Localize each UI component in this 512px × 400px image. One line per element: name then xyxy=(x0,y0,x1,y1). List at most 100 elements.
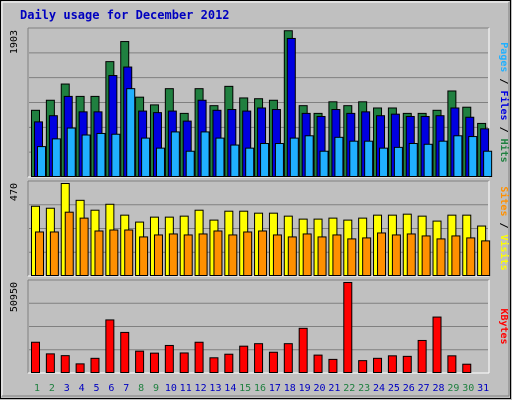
bar-pages-day-23 xyxy=(364,140,374,177)
bar-kbytes-day-30 xyxy=(462,363,472,373)
x-tick-label-day-14: 14 xyxy=(224,383,236,394)
bar-sites-day-11 xyxy=(183,234,193,276)
x-tick-label-day-5: 5 xyxy=(93,383,99,394)
series-pages xyxy=(37,88,493,178)
bar-kbytes-day-20 xyxy=(313,354,323,374)
x-tick-label-day-27: 27 xyxy=(418,383,430,394)
bar-pages-day-28 xyxy=(438,140,448,177)
legend-pages-files-hits-part-0: Pages xyxy=(498,42,509,72)
bar-kbytes-day-3 xyxy=(60,355,70,373)
x-tick-label-day-7: 7 xyxy=(123,383,129,394)
bar-sites-day-19 xyxy=(302,233,312,276)
bar-pages-day-6 xyxy=(111,133,121,178)
bar-pages-day-21 xyxy=(334,136,344,178)
bar-kbytes-day-2 xyxy=(45,353,55,374)
bar-pages-day-4 xyxy=(81,134,91,177)
legend-pages-files-hits-part-3: / xyxy=(498,121,509,139)
bar-pages-day-16 xyxy=(260,143,270,178)
x-tick-label-day-25: 25 xyxy=(388,383,400,394)
bar-kbytes-day-23 xyxy=(358,360,368,373)
bar-sites-day-17 xyxy=(272,234,282,276)
bar-pages-day-13 xyxy=(215,137,225,177)
x-tick-label-day-12: 12 xyxy=(195,383,207,394)
x-tick-label-day-10: 10 xyxy=(165,383,177,394)
bar-pages-day-1 xyxy=(37,146,46,178)
bar-pages-day-27 xyxy=(423,143,433,177)
bar-kbytes-day-14 xyxy=(224,353,234,374)
legend-sites-visits-part-2: Visits xyxy=(498,235,510,271)
panel-2: 470 xyxy=(9,180,491,277)
bar-kbytes-day-13 xyxy=(209,357,219,373)
legend-sites-visits-part-1: / xyxy=(498,216,509,234)
legend-kbytes-part-0: KBytes xyxy=(498,308,509,344)
chart-panels: 1903 470 50950 xyxy=(9,27,493,374)
bar-sites-day-6 xyxy=(109,229,119,276)
bar-pages-day-24 xyxy=(379,147,389,177)
x-tick-label-day-31: 31 xyxy=(477,383,489,394)
bar-kbytes-day-28 xyxy=(432,316,442,374)
bar-sites-day-30 xyxy=(466,237,476,276)
bar-kbytes-day-9 xyxy=(149,352,159,373)
x-tick-label-day-19: 19 xyxy=(299,383,311,394)
bar-kbytes-day-4 xyxy=(75,363,85,374)
bar-pages-day-18 xyxy=(289,137,299,177)
bar-sites-day-2 xyxy=(49,231,59,277)
bar-pages-day-29 xyxy=(453,135,463,177)
bar-kbytes-day-18 xyxy=(283,343,293,374)
bar-sites-day-28 xyxy=(436,238,446,276)
bar-sites-day-13 xyxy=(213,230,223,277)
bar-kbytes-day-12 xyxy=(194,341,204,373)
bar-kbytes-day-6 xyxy=(105,319,115,374)
chart-title: Daily usage for December 2012 xyxy=(20,8,230,22)
panel-1: 1903 xyxy=(9,27,493,178)
x-tick-label-day-15: 15 xyxy=(239,383,251,394)
x-tick-label-day-20: 20 xyxy=(314,383,326,394)
bar-kbytes-day-7 xyxy=(120,331,130,373)
legend-sites-visits: Sites / Visits xyxy=(498,186,510,270)
bar-pages-day-15 xyxy=(245,147,255,177)
x-tick-label-day-4: 4 xyxy=(79,383,85,394)
bar-sites-day-27 xyxy=(421,235,431,277)
x-tick-label-day-22: 22 xyxy=(343,383,355,394)
bar-pages-day-3 xyxy=(66,127,76,177)
x-tick-label-day-28: 28 xyxy=(432,383,444,394)
bar-sites-day-1 xyxy=(35,231,44,277)
bar-kbytes-day-25 xyxy=(387,355,397,374)
x-tick-label-day-11: 11 xyxy=(180,383,192,394)
bar-sites-day-23 xyxy=(362,237,372,276)
bar-pages-day-14 xyxy=(230,144,240,177)
bar-kbytes-day-1 xyxy=(31,341,40,373)
bar-pages-day-26 xyxy=(408,143,418,178)
bar-pages-day-31 xyxy=(483,150,493,177)
bar-pages-day-19 xyxy=(304,135,314,177)
bar-sites-day-5 xyxy=(94,230,104,277)
bar-pages-day-11 xyxy=(185,150,195,177)
x-tick-label-day-23: 23 xyxy=(358,383,370,394)
bar-pages-day-8 xyxy=(141,137,151,177)
legend-pages-files-hits-part-1: / xyxy=(498,72,509,90)
bar-sites-day-20 xyxy=(317,236,327,277)
bar-pages-day-30 xyxy=(468,136,478,178)
bar-kbytes-day-16 xyxy=(254,343,264,374)
bar-kbytes-day-8 xyxy=(135,350,145,374)
bar-pages-day-7 xyxy=(126,88,136,177)
x-tick-label-day-29: 29 xyxy=(447,383,459,394)
bar-sites-day-31 xyxy=(481,240,491,276)
bar-kbytes-day-26 xyxy=(402,355,412,374)
x-tick-label-day-9: 9 xyxy=(153,383,159,394)
bar-sites-day-14 xyxy=(228,234,238,276)
x-tick-label-day-13: 13 xyxy=(209,383,221,394)
legend-kbytes: KBytes xyxy=(498,308,509,344)
bar-kbytes-day-29 xyxy=(447,355,457,374)
bar-pages-day-2 xyxy=(51,138,61,177)
bar-pages-day-10 xyxy=(170,131,180,177)
bar-kbytes-day-19 xyxy=(298,327,308,373)
bar-sites-day-12 xyxy=(198,233,208,276)
x-tick-label-day-24: 24 xyxy=(373,383,385,394)
bar-sites-day-26 xyxy=(406,233,416,276)
bar-pages-day-20 xyxy=(319,150,329,177)
bar-sites-day-16 xyxy=(258,230,268,277)
bar-kbytes-day-21 xyxy=(328,358,338,373)
x-tick-label-day-16: 16 xyxy=(254,383,266,394)
legend-pages-files-hits-part-2: Files xyxy=(498,90,510,120)
